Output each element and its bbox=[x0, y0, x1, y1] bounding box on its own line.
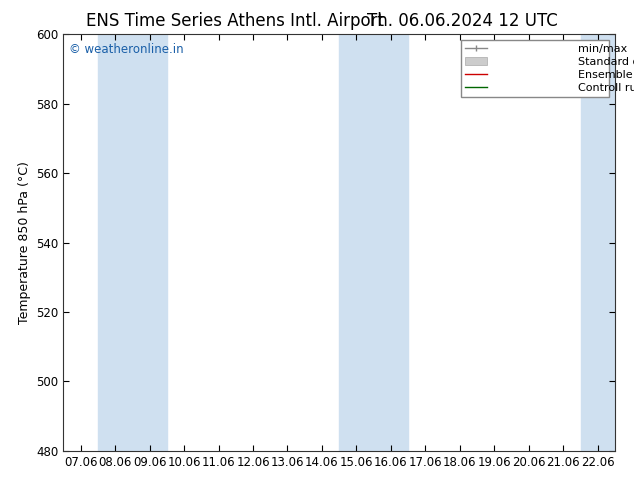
Bar bbox=[581, 34, 615, 451]
Bar bbox=[133, 34, 167, 451]
Bar bbox=[373, 34, 408, 451]
Bar bbox=[339, 34, 373, 451]
Text: ENS Time Series Athens Intl. Airport: ENS Time Series Athens Intl. Airport bbox=[86, 12, 384, 30]
Text: Th. 06.06.2024 12 UTC: Th. 06.06.2024 12 UTC bbox=[368, 12, 558, 30]
Legend: min/max, Standard deviation, Ensemble mean run, Controll run: min/max, Standard deviation, Ensemble me… bbox=[460, 40, 609, 97]
Y-axis label: Temperature 850 hPa (°C): Temperature 850 hPa (°C) bbox=[18, 161, 30, 324]
Text: © weatheronline.in: © weatheronline.in bbox=[69, 43, 183, 56]
Bar bbox=[98, 34, 133, 451]
